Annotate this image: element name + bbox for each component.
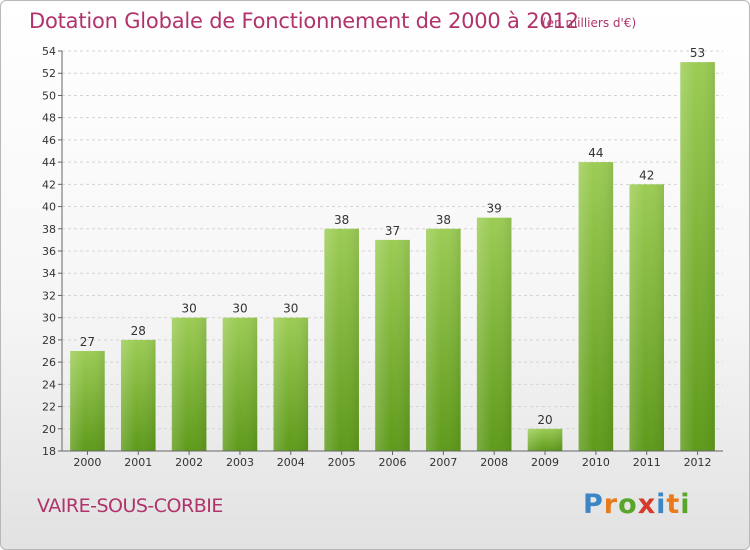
y-tick-label: 40	[42, 201, 56, 214]
x-tick-label: 2004	[277, 456, 305, 469]
x-tick-label: 2000	[73, 456, 101, 469]
x-tick-label: 2007	[429, 456, 457, 469]
value-label: 27	[80, 335, 95, 349]
bar-shade	[578, 162, 614, 451]
value-label: 44	[588, 146, 603, 160]
logo-letter: t	[666, 489, 681, 520]
value-label: 42	[639, 168, 654, 182]
bar-shade	[222, 317, 258, 451]
y-tick-label: 50	[42, 89, 56, 102]
bar-shade	[629, 184, 665, 452]
y-tick-label: 24	[42, 378, 56, 391]
value-label: 53	[690, 46, 705, 60]
y-tick-label: 30	[42, 312, 56, 325]
bar-shade	[324, 228, 359, 451]
value-label: 30	[283, 302, 298, 316]
y-tick-label: 42	[42, 178, 56, 191]
proxiti-logo: Proxiti	[583, 489, 691, 520]
commune-name: VAIRE-SOUS-CORBIE	[37, 495, 223, 517]
bar-shade	[476, 217, 512, 451]
y-tick-label: 26	[42, 356, 56, 369]
x-tick-label: 2010	[582, 456, 610, 469]
bar-shade	[171, 317, 207, 451]
x-tick-label: 2001	[124, 456, 152, 469]
y-tick-label: 52	[42, 67, 56, 80]
logo-letter: r	[603, 489, 619, 520]
bar-shade	[120, 339, 156, 451]
bar-shade	[680, 62, 715, 451]
logo-letter: x	[637, 489, 657, 520]
x-tick-label: 2006	[379, 456, 407, 469]
y-tick-label: 32	[42, 289, 56, 302]
value-label: 30	[181, 302, 196, 316]
x-tick-label: 2003	[226, 456, 254, 469]
y-tick-label: 20	[42, 423, 56, 436]
x-tick-label: 2011	[633, 456, 661, 469]
logo-letter: i	[656, 489, 667, 520]
value-label: 28	[131, 324, 146, 338]
x-tick-label: 2002	[175, 456, 203, 469]
bar-shade	[273, 317, 309, 451]
logo-letter: o	[618, 489, 638, 520]
bar-shade	[527, 428, 563, 451]
value-label: 37	[385, 224, 400, 238]
value-label: 30	[232, 302, 247, 316]
x-tick-label: 2008	[480, 456, 508, 469]
x-tick-label: 2005	[328, 456, 356, 469]
y-tick-label: 44	[42, 156, 56, 169]
bar-shade	[70, 351, 105, 451]
y-tick-label: 48	[42, 112, 56, 125]
y-tick-label: 54	[42, 45, 56, 58]
x-tick-label: 2009	[531, 456, 559, 469]
y-tick-label: 28	[42, 334, 56, 347]
value-label: 39	[487, 202, 502, 216]
bar-shade	[375, 239, 410, 451]
logo-letter: i	[680, 489, 691, 520]
chart-title: Dotation Globale de Fonctionnement de 20…	[29, 9, 579, 33]
chart-subtitle: (en milliers d'€)	[542, 16, 637, 30]
x-tick-label: 2012	[684, 456, 712, 469]
y-tick-label: 18	[42, 445, 56, 458]
y-tick-label: 36	[42, 245, 56, 258]
value-label: 38	[334, 213, 349, 227]
bar-shade	[426, 228, 461, 451]
y-tick-label: 46	[42, 134, 56, 147]
y-tick-label: 22	[42, 401, 56, 414]
y-tick-label: 34	[42, 267, 56, 280]
logo-letter: P	[583, 489, 604, 520]
y-tick-label: 38	[42, 223, 56, 236]
value-label: 38	[436, 213, 451, 227]
value-label: 20	[537, 413, 552, 427]
